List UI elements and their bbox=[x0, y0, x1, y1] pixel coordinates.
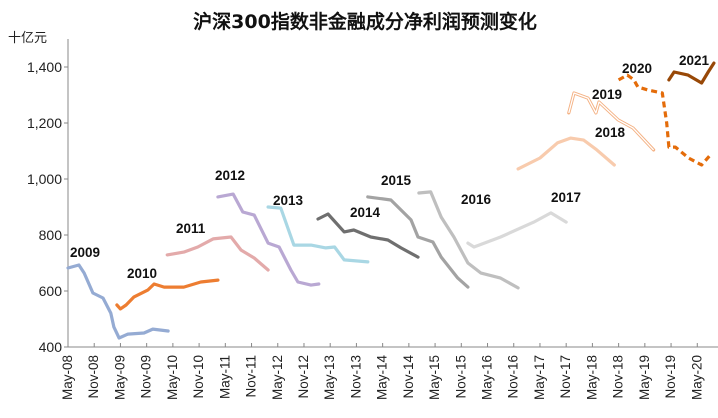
series-label-2012: 2012 bbox=[215, 168, 245, 183]
axes: 400 600 800 1,000 1,200 1,400 May-08 Nov-08 May-… bbox=[27, 39, 718, 400]
x-tick-label: May-08 bbox=[60, 355, 75, 400]
x-tick-label: Nov-12 bbox=[296, 355, 311, 399]
y-tick-label: 1,000 bbox=[27, 171, 62, 187]
series-line-2013 bbox=[266, 205, 370, 264]
series-line-2015 bbox=[366, 195, 470, 289]
series-group bbox=[66, 61, 716, 340]
x-tick-label: May-15 bbox=[427, 355, 442, 400]
series-line-2012 bbox=[216, 192, 321, 287]
x-tick-label: May-20 bbox=[689, 355, 704, 400]
x-tick-label: May-10 bbox=[165, 355, 180, 400]
x-tick-label: Nov-18 bbox=[611, 355, 626, 399]
series-line-2016 bbox=[417, 190, 520, 290]
x-tick-label: Nov-13 bbox=[348, 355, 363, 399]
x-tick-label: Nov-15 bbox=[453, 355, 468, 399]
y-tick-label: 1,400 bbox=[27, 59, 62, 75]
series-line-2009 bbox=[66, 263, 170, 340]
series-line-2018 bbox=[516, 136, 616, 171]
x-tick-label: May-17 bbox=[532, 355, 547, 400]
series-label-2018: 2018 bbox=[595, 125, 626, 140]
chart-title: 沪深300指数非金融成分净利润预测变化 bbox=[193, 10, 537, 33]
series-label-2016: 2016 bbox=[461, 192, 492, 207]
series-labels: 2009 2010 2011 2012 2013 2014 2015 2016 2017 2018… bbox=[70, 53, 710, 281]
x-tick-label: Nov-20 bbox=[716, 355, 718, 399]
series-line-2017 bbox=[466, 211, 568, 249]
series-label-2009: 2009 bbox=[70, 245, 100, 260]
series-label-2011: 2011 bbox=[176, 221, 206, 236]
series-line-2011 bbox=[165, 235, 270, 272]
series-label-2020: 2020 bbox=[622, 61, 652, 76]
x-tick-label: May-12 bbox=[270, 355, 285, 400]
series-label-2017: 2017 bbox=[551, 190, 581, 205]
x-tick-label: May-09 bbox=[112, 355, 127, 400]
series-line-2014 bbox=[316, 212, 420, 259]
x-tick-label: Nov-09 bbox=[139, 355, 154, 399]
y-tick-label: 600 bbox=[39, 283, 63, 299]
x-tick-label: Nov-17 bbox=[558, 355, 573, 399]
x-tick-label: Nov-14 bbox=[401, 355, 416, 399]
series-label-2014: 2014 bbox=[350, 205, 381, 220]
x-tick-label: Nov-16 bbox=[506, 355, 521, 399]
series-label-2013: 2013 bbox=[273, 193, 304, 208]
x-tick-label: Nov-11 bbox=[244, 355, 259, 398]
x-tick-label: Nov-19 bbox=[663, 355, 678, 399]
y-tick-label: 800 bbox=[39, 227, 63, 243]
series-label-2010: 2010 bbox=[127, 266, 157, 281]
y-axis-unit-label: 十亿元 bbox=[8, 31, 47, 46]
x-tick-label: May-19 bbox=[637, 355, 652, 400]
series-line-2021 bbox=[667, 61, 716, 85]
x-tick-label: May-16 bbox=[480, 355, 495, 400]
x-tick-label: Nov-08 bbox=[86, 355, 101, 399]
series-label-2015: 2015 bbox=[381, 173, 412, 188]
series-label-2021: 2021 bbox=[679, 53, 710, 68]
series-line-inner-2019 bbox=[568, 92, 655, 151]
x-tick-label: May-13 bbox=[322, 355, 337, 400]
x-tick-label: Nov-10 bbox=[191, 355, 206, 399]
y-tick-label: 1,200 bbox=[27, 115, 62, 131]
series-line-2010 bbox=[115, 278, 220, 311]
y-tick-label: 400 bbox=[39, 339, 63, 355]
series-label-2019: 2019 bbox=[592, 87, 622, 102]
x-tick-label: May-14 bbox=[375, 355, 390, 401]
x-tick-label: May-18 bbox=[584, 355, 599, 400]
x-tick-label: May-11 bbox=[217, 355, 232, 399]
series-line-2020 bbox=[617, 73, 712, 167]
